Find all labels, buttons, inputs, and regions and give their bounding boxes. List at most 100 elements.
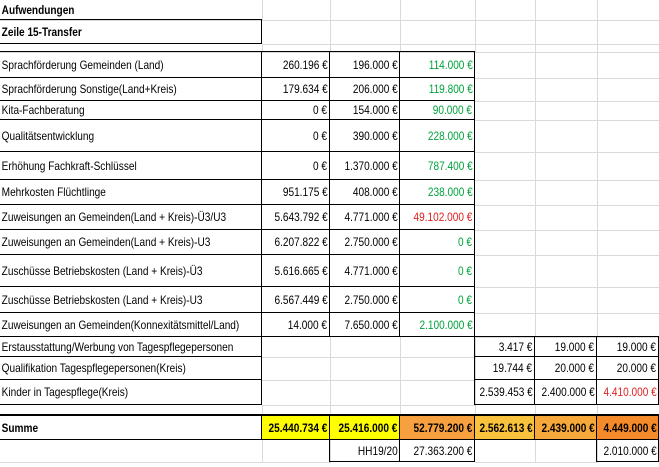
cell-text: 25.440.734 € bbox=[268, 420, 328, 435]
cell bbox=[535, 230, 598, 256]
cell-text: 4.410.000 € bbox=[603, 385, 657, 399]
cell: 7.650.000 € bbox=[329, 312, 400, 337]
cell-text: 2.750.000 € bbox=[344, 292, 398, 307]
cell: 19.000 € bbox=[534, 336, 597, 357]
cell-text: Qualifikation Tagespflegepersonen(Kreis) bbox=[1, 361, 186, 375]
cell: 6.207.822 € bbox=[261, 229, 330, 255]
cell-text: 19.000 € bbox=[555, 339, 595, 354]
cell bbox=[535, 20, 598, 45]
cell-text: 4.771.000 € bbox=[344, 263, 398, 278]
cell-text: 787.400 € bbox=[427, 158, 473, 173]
cell bbox=[475, 230, 536, 256]
cell bbox=[475, 20, 536, 45]
row-label: Mehrkosten Flüchtlinge bbox=[0, 179, 262, 205]
cell-text: Qualitätsentwicklung bbox=[1, 128, 95, 143]
cell: 206.000 € bbox=[329, 77, 400, 101]
row-label: Zuweisungen an Gemeinden(Land + Kreis)-Ü… bbox=[0, 204, 262, 230]
cell bbox=[262, 380, 331, 406]
cell-text: 390.000 € bbox=[352, 128, 398, 143]
row-label: Zuweisungen an Gemeinden(Konnexitätsmitt… bbox=[0, 312, 262, 337]
cell: 0 € bbox=[399, 229, 475, 255]
cell: 25.440.734 € bbox=[261, 414, 330, 440]
cell bbox=[475, 180, 536, 206]
cell bbox=[475, 440, 536, 463]
cell: 154.000 € bbox=[329, 100, 400, 120]
cell bbox=[262, 20, 331, 45]
cell: 408.000 € bbox=[329, 179, 400, 205]
cell-text: 260.196 € bbox=[282, 57, 328, 72]
cell: 0 € bbox=[399, 286, 475, 313]
cell-text: 228.000 € bbox=[427, 128, 473, 143]
cell-text: 19.000 € bbox=[617, 339, 657, 354]
cell bbox=[597, 101, 659, 121]
cell-text: 5.616.665 € bbox=[274, 263, 328, 278]
cell bbox=[597, 52, 659, 79]
cell bbox=[262, 440, 331, 463]
cell bbox=[597, 180, 659, 206]
cell-text: 2.439.000 € bbox=[541, 420, 595, 435]
cell-text: Kinder in Tagespflege(Kreis) bbox=[1, 385, 129, 399]
cell-text: 4.771.000 € bbox=[344, 210, 398, 224]
cell: 119.800 € bbox=[399, 77, 475, 101]
cell: 2.750.000 € bbox=[329, 286, 400, 313]
cell-text: 238.000 € bbox=[427, 185, 473, 199]
cell bbox=[535, 120, 598, 153]
cell-text: 0 € bbox=[313, 128, 328, 143]
cell: HH19/20 bbox=[329, 439, 400, 462]
cell-text: 4.449.000 € bbox=[603, 420, 657, 435]
cell: 2.439.000 € bbox=[534, 414, 597, 440]
cell bbox=[597, 44, 659, 53]
cell-text: 14.000 € bbox=[288, 317, 328, 332]
cell-text: Sprachförderung Gemeinden (Land) bbox=[1, 57, 164, 72]
cell-text: Mehrkosten Flüchtlinge bbox=[1, 185, 106, 199]
cell: 90.000 € bbox=[399, 100, 475, 120]
cell bbox=[535, 313, 598, 338]
cell bbox=[475, 255, 536, 288]
cell bbox=[330, 337, 401, 358]
row-label: Erhöhung Fachkraft-Schlüssel bbox=[0, 151, 262, 180]
cell: 2.562.613 € bbox=[474, 414, 535, 440]
cell-text: 951.175 € bbox=[282, 185, 328, 199]
cell bbox=[400, 380, 476, 406]
cell bbox=[597, 20, 659, 45]
cell: 49.102.000 € bbox=[399, 204, 475, 230]
cell: 4.771.000 € bbox=[329, 254, 400, 287]
cell-text: 114.000 € bbox=[428, 57, 473, 72]
cell bbox=[475, 0, 536, 21]
cell-text: 2.750.000 € bbox=[344, 235, 398, 249]
cell bbox=[535, 152, 598, 181]
cell: 19.744 € bbox=[474, 356, 535, 380]
cell bbox=[535, 52, 598, 79]
cell-text: 196.000 € bbox=[352, 57, 398, 72]
cell bbox=[535, 205, 598, 231]
cell: 196.000 € bbox=[329, 51, 400, 78]
cell-text: 2.100.000 € bbox=[419, 317, 473, 332]
cell-text: 1.370.000 € bbox=[344, 158, 398, 173]
cell bbox=[535, 255, 598, 288]
cell: 4.410.000 € bbox=[596, 379, 659, 405]
cell: 20.000 € bbox=[534, 356, 597, 380]
row-label: Kinder in Tagespflege(Kreis) bbox=[0, 379, 262, 405]
cell bbox=[597, 152, 659, 181]
row-label: Zuweisungen an Gemeinden(Land + Kreis)-U… bbox=[0, 229, 262, 255]
cell bbox=[597, 0, 659, 21]
cell: 260.196 € bbox=[261, 51, 330, 78]
cell bbox=[262, 357, 331, 381]
cell: 20.000 € bbox=[596, 356, 659, 380]
cell bbox=[475, 52, 536, 79]
cell bbox=[597, 313, 659, 338]
cell: 5.616.665 € bbox=[261, 254, 330, 287]
cell-text: 90.000 € bbox=[433, 103, 473, 117]
cell-text: Aufwendungen bbox=[1, 3, 75, 17]
cell bbox=[400, 0, 476, 21]
cell-text: 20.000 € bbox=[555, 361, 595, 375]
cell: 2.010.000 € bbox=[596, 439, 659, 462]
cell-text: 6.567.449 € bbox=[274, 292, 328, 307]
cell: 0 € bbox=[261, 119, 330, 152]
cell bbox=[535, 78, 598, 102]
cell bbox=[597, 230, 659, 256]
cell-text: 0 € bbox=[458, 235, 473, 249]
cell bbox=[400, 20, 476, 45]
cell: 25.416.000 € bbox=[329, 414, 400, 440]
row-label: Zuschüsse Betriebskosten (Land + Kreis)-… bbox=[0, 254, 262, 287]
